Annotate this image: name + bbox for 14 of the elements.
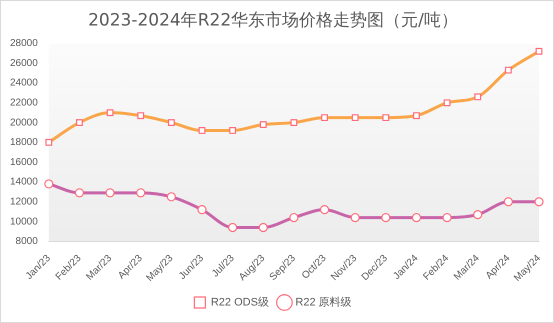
y-tick-label: 16000 bbox=[10, 156, 38, 168]
y-tick-label: 12000 bbox=[10, 196, 38, 208]
y-tick-label: 28000 bbox=[10, 38, 38, 50]
legend-label: R22 ODS级 bbox=[210, 296, 269, 309]
chart-title: 2023-2024年R22华东市场价格走势图（元/吨） bbox=[88, 10, 458, 31]
y-tick-label: 8000 bbox=[16, 236, 38, 248]
y-tick-label: 26000 bbox=[10, 58, 38, 69]
y-tick-label: 24000 bbox=[10, 78, 38, 89]
y-tick-label: 20000 bbox=[10, 117, 38, 128]
y-tick-label: 18000 bbox=[10, 137, 38, 148]
y-tick-label: 14000 bbox=[10, 176, 38, 188]
y-tick-label: 10000 bbox=[10, 216, 38, 228]
y-tick-label: 22000 bbox=[10, 98, 38, 109]
legend-label: R22 原料级 bbox=[295, 296, 352, 309]
